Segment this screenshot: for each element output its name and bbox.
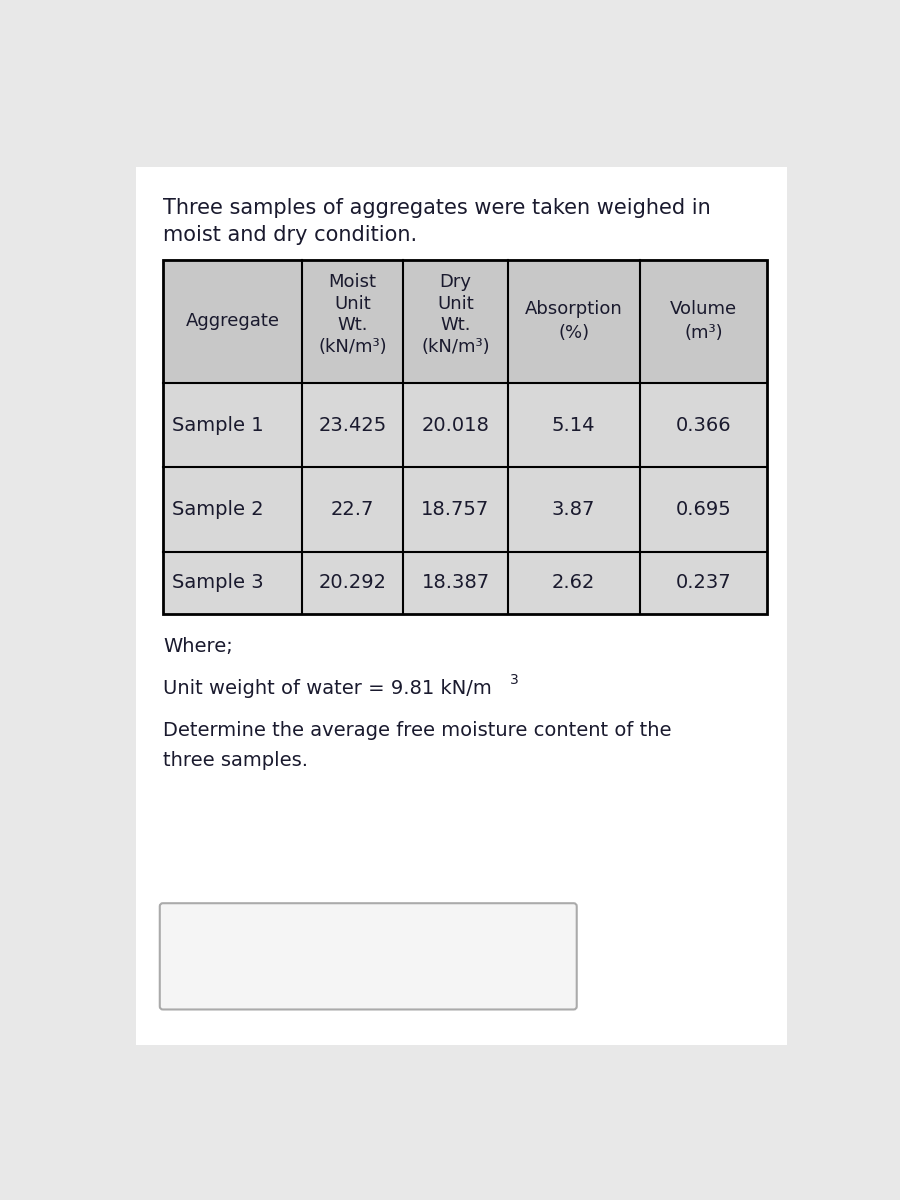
Text: 0.695: 0.695 xyxy=(676,500,732,520)
Text: Sample 1: Sample 1 xyxy=(172,415,264,434)
Text: 0.237: 0.237 xyxy=(676,574,731,593)
Text: (m³): (m³) xyxy=(684,324,723,342)
Text: Volume: Volume xyxy=(670,300,737,318)
Text: (kN/m³): (kN/m³) xyxy=(421,338,490,356)
Text: 3.87: 3.87 xyxy=(552,500,595,520)
Text: 3: 3 xyxy=(510,673,518,686)
Text: Sample 2: Sample 2 xyxy=(172,500,264,520)
Bar xyxy=(163,259,768,383)
Text: (kN/m³): (kN/m³) xyxy=(319,338,387,356)
Text: Determine the average free moisture content of the: Determine the average free moisture cont… xyxy=(163,721,671,740)
Text: Moist: Moist xyxy=(328,274,377,292)
Text: Sample 3: Sample 3 xyxy=(172,574,264,593)
Text: 23.425: 23.425 xyxy=(319,415,387,434)
Text: 20.292: 20.292 xyxy=(319,574,387,593)
Text: 20.018: 20.018 xyxy=(421,415,490,434)
Text: moist and dry condition.: moist and dry condition. xyxy=(163,224,417,245)
Text: 5.14: 5.14 xyxy=(552,415,596,434)
Text: Three samples of aggregates were taken weighed in: Three samples of aggregates were taken w… xyxy=(163,198,711,218)
Text: 22.7: 22.7 xyxy=(331,500,374,520)
Text: 18.757: 18.757 xyxy=(421,500,490,520)
Text: 0.366: 0.366 xyxy=(676,415,731,434)
Bar xyxy=(163,259,768,613)
Bar xyxy=(163,383,768,467)
Text: 18.387: 18.387 xyxy=(421,574,490,593)
Text: Unit: Unit xyxy=(437,295,473,313)
Text: (%): (%) xyxy=(558,324,590,342)
Text: 2.62: 2.62 xyxy=(552,574,595,593)
Text: three samples.: three samples. xyxy=(163,751,308,769)
Text: Absorption: Absorption xyxy=(525,300,623,318)
Text: Wt.: Wt. xyxy=(440,317,471,335)
Bar xyxy=(163,552,768,613)
Text: Aggregate: Aggregate xyxy=(185,312,280,330)
Text: Where;: Where; xyxy=(163,637,232,655)
Text: Wt.: Wt. xyxy=(338,317,368,335)
Bar xyxy=(163,467,768,552)
Text: Dry: Dry xyxy=(439,274,472,292)
Text: Unit weight of water = 9.81 kN/m: Unit weight of water = 9.81 kN/m xyxy=(163,679,491,698)
Text: Unit: Unit xyxy=(335,295,371,313)
FancyBboxPatch shape xyxy=(160,904,577,1009)
